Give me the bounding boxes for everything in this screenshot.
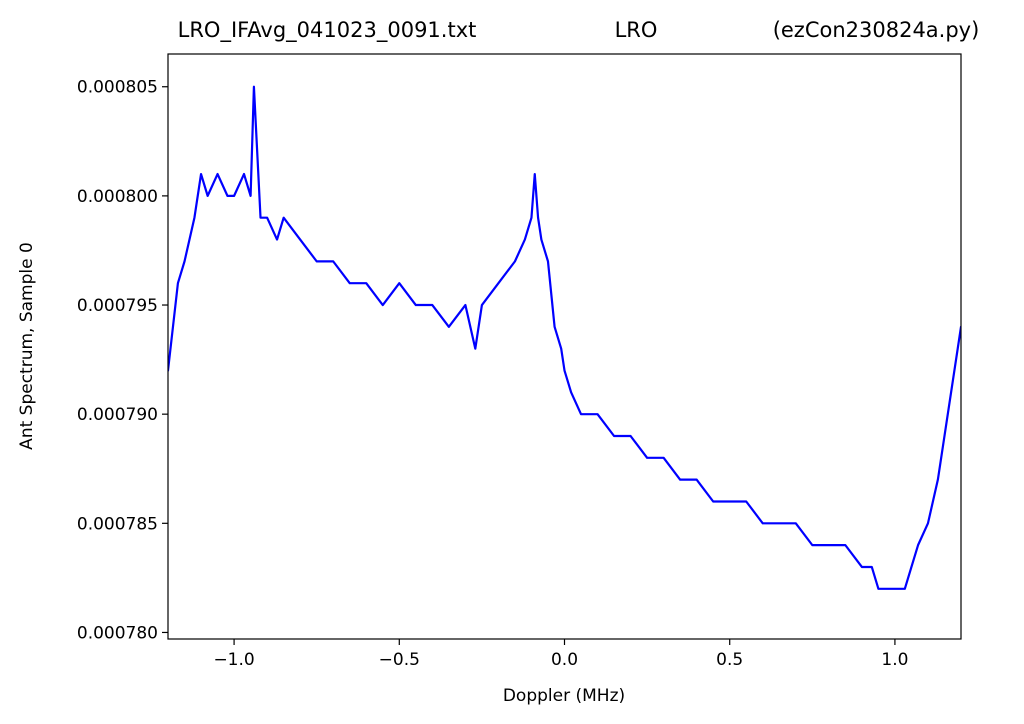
x-tick-label: −1.0 <box>213 650 254 670</box>
x-tick-label: 0.5 <box>716 650 743 670</box>
chart-title-station: LRO <box>615 18 658 42</box>
y-tick-label: 0.000785 <box>77 514 158 534</box>
y-axis-label: Ant Spectrum, Sample 0 <box>17 242 37 450</box>
chart-title-script: (ezCon230824a.py) <box>773 18 980 42</box>
plot-content <box>168 85 961 590</box>
x-axis-ticks: −1.0 −0.5 0.0 0.5 1.0 <box>213 639 908 670</box>
x-axis-label: Doppler (MHz) <box>503 686 625 706</box>
plot-area-frame <box>167 53 962 640</box>
series-line-0 <box>168 85 961 590</box>
chart-title: LRO_IFAvg_041023_0091.txt LRO (ezCon2308… <box>178 18 980 43</box>
x-tick-label: 1.0 <box>881 650 908 670</box>
y-tick-label: 0.000795 <box>77 296 158 316</box>
y-axis-ticks: 0.000780 0.000785 0.000790 0.000795 0.000800… <box>77 78 168 643</box>
y-tick-label: 0.000805 <box>77 78 158 98</box>
chart-title-filename: LRO_IFAvg_041023_0091.txt <box>178 18 477 43</box>
y-tick-label: 0.000800 <box>77 187 158 207</box>
y-tick-label: 0.000790 <box>77 405 158 425</box>
x-tick-label: 0.0 <box>551 650 578 670</box>
x-tick-label: −0.5 <box>379 650 420 670</box>
y-tick-label: 0.000780 <box>77 623 158 643</box>
